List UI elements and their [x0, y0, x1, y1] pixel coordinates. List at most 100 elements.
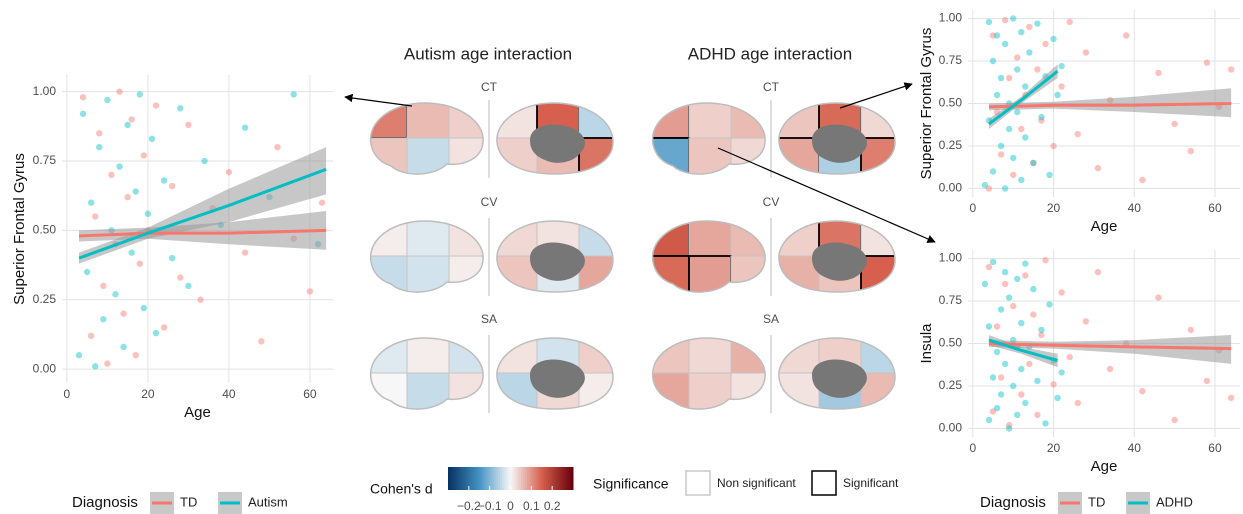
- brain-region: [449, 335, 489, 373]
- data-point: [177, 274, 183, 280]
- legend-title: Diagnosis: [72, 494, 138, 511]
- data-point: [1066, 19, 1072, 25]
- data-point: [133, 188, 139, 194]
- data-point: [100, 283, 106, 289]
- data-point: [1010, 155, 1016, 161]
- data-point: [1139, 177, 1145, 183]
- brain-medial: [495, 335, 619, 413]
- significance-label: Significant: [843, 476, 899, 490]
- y-axis-title: Insula: [918, 323, 935, 364]
- data-point: [994, 405, 1000, 411]
- y-tick-label: 1.00: [33, 84, 57, 98]
- data-point: [1171, 121, 1177, 127]
- data-point: [161, 324, 167, 330]
- x-tick-label: 20: [1047, 201, 1061, 215]
- brain-medial: [495, 100, 619, 178]
- data-point: [1058, 83, 1064, 89]
- brain-region: [407, 256, 449, 296]
- data-point: [291, 91, 297, 97]
- brain-regions: [647, 100, 771, 178]
- brain-region: [407, 138, 449, 178]
- data-point: [1050, 36, 1056, 42]
- data-point: [1034, 412, 1040, 418]
- significance-key: [812, 471, 836, 495]
- data-point: [185, 122, 191, 128]
- data-point: [1010, 383, 1016, 389]
- brain-regions: [647, 218, 771, 296]
- data-point: [1014, 412, 1020, 418]
- brain-medial: [777, 218, 901, 296]
- data-point: [242, 249, 248, 255]
- y-tick-label: 0.75: [939, 53, 963, 67]
- data-point: [104, 360, 110, 366]
- data-point: [116, 163, 122, 169]
- data-point: [1155, 294, 1161, 300]
- y-tick-label: 0.25: [33, 292, 57, 306]
- data-point: [80, 94, 86, 100]
- brain-lateral: [647, 335, 771, 413]
- brain-region: [689, 218, 731, 256]
- x-tick-label: 0: [969, 441, 976, 455]
- data-point: [1022, 260, 1028, 266]
- brain-region: [407, 218, 449, 256]
- data-point: [1034, 66, 1040, 72]
- data-point: [1010, 15, 1016, 21]
- brain-lateral: [647, 218, 771, 296]
- brain-regions: [365, 100, 489, 178]
- data-point: [153, 330, 159, 336]
- data-point: [990, 259, 996, 265]
- data-point: [1042, 257, 1048, 263]
- y-tick-label: 0.75: [33, 153, 57, 167]
- data-point: [1026, 361, 1032, 367]
- y-axis-title: Superior Frontal Gyrus: [11, 153, 28, 305]
- brain-region: [689, 138, 731, 178]
- data-point: [100, 316, 106, 322]
- data-point: [1046, 172, 1052, 178]
- brain-medial: [777, 335, 901, 413]
- data-point: [1014, 66, 1020, 72]
- data-point: [153, 102, 159, 108]
- data-point: [124, 122, 130, 128]
- data-point: [1139, 388, 1145, 394]
- data-point: [1083, 318, 1089, 324]
- data-point: [1188, 148, 1194, 154]
- data-point: [982, 182, 988, 188]
- data-point: [1002, 361, 1008, 367]
- data-point: [1042, 41, 1048, 47]
- data-point: [1054, 92, 1060, 98]
- brain-regions: [365, 218, 489, 296]
- data-point: [1018, 320, 1024, 326]
- arrow: [345, 97, 412, 106]
- y-tick-label: 0.75: [939, 293, 963, 307]
- brain-region: [861, 100, 901, 138]
- x-tick-label: 60: [303, 387, 317, 401]
- data-point: [986, 417, 992, 423]
- brain-region: [579, 218, 619, 256]
- data-point: [1006, 75, 1012, 81]
- data-point: [1014, 276, 1020, 282]
- data-point: [226, 169, 232, 175]
- data-point: [1095, 269, 1101, 275]
- colorbar-title: Cohen's d: [370, 481, 433, 497]
- y-tick-label: 0.00: [33, 361, 57, 375]
- data-point: [1030, 311, 1036, 317]
- data-point: [88, 333, 94, 339]
- data-point: [96, 144, 102, 150]
- data-point: [1075, 400, 1081, 406]
- legend-label: TD: [1088, 494, 1105, 509]
- data-point: [137, 91, 143, 97]
- brain-region: [689, 256, 731, 296]
- data-point: [994, 323, 1000, 329]
- x-axis-title: Age: [1091, 218, 1118, 235]
- x-tick-label: 40: [1128, 201, 1142, 215]
- x-axis-title: Age: [184, 404, 211, 421]
- data-point: [1010, 303, 1016, 309]
- x-tick-label: 40: [1128, 441, 1142, 455]
- data-point: [104, 97, 110, 103]
- data-point: [258, 338, 264, 344]
- data-point: [1058, 369, 1064, 375]
- colorbar-tick-label: 0.1: [523, 499, 540, 513]
- row-label: SA: [481, 312, 497, 326]
- data-point: [169, 255, 175, 261]
- brain-lateral: [365, 100, 489, 178]
